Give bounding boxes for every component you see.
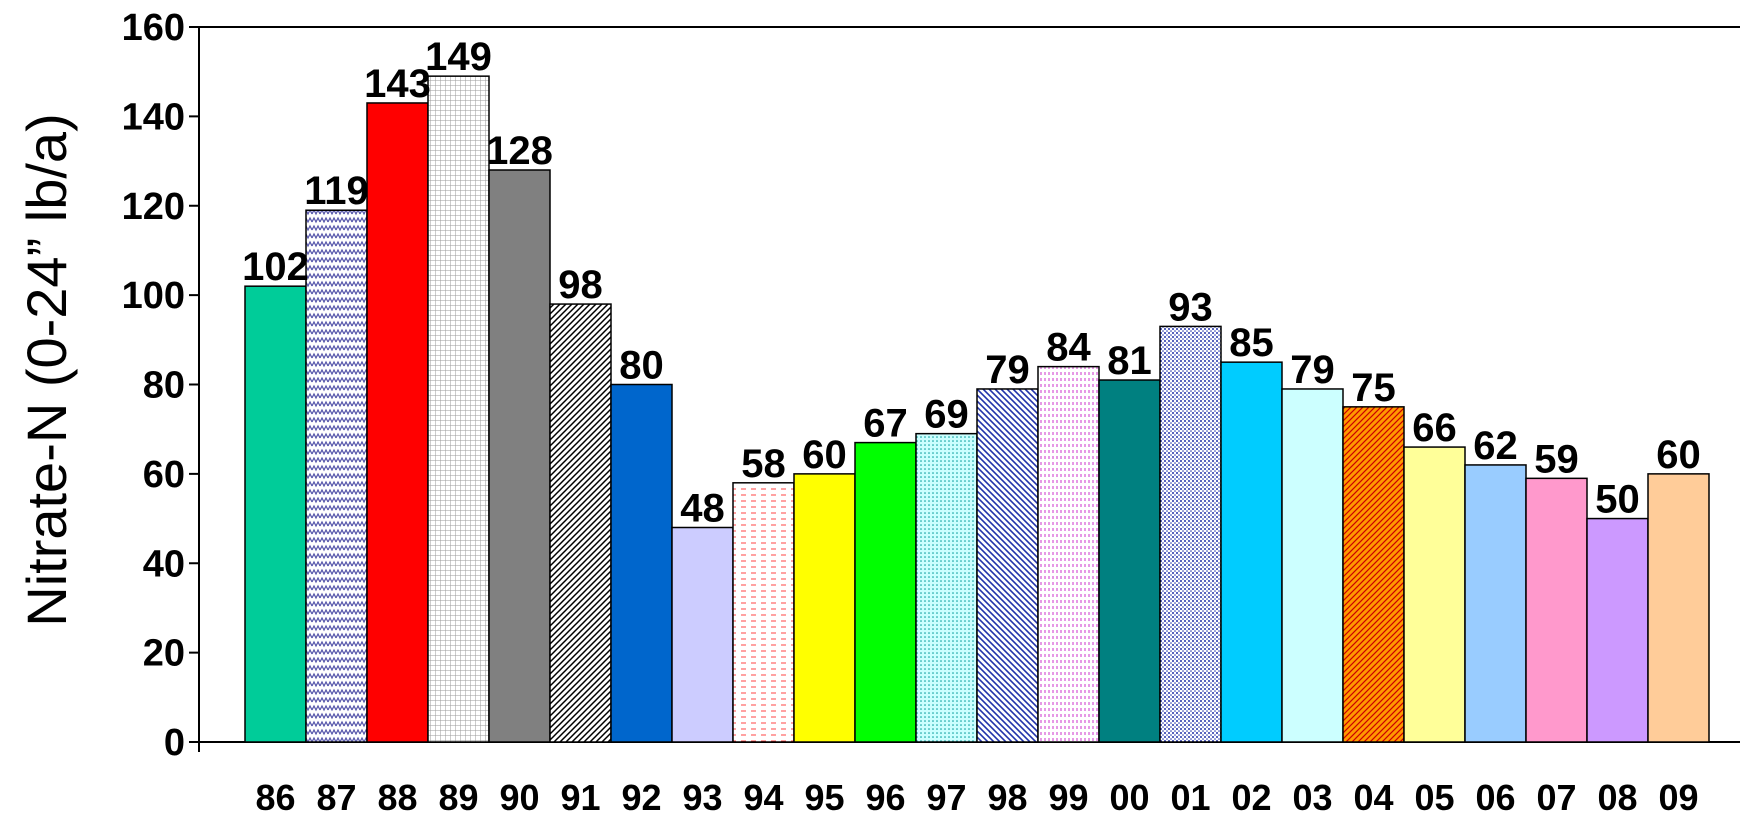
- data-label-07: 59: [1534, 437, 1579, 481]
- x-tick-label: 95: [804, 777, 844, 818]
- x-tick-label: 87: [316, 777, 356, 818]
- bar-06: [1464, 464, 1527, 743]
- data-label-86: 102: [242, 245, 309, 289]
- x-tick-label: 06: [1475, 777, 1515, 818]
- x-tick-label: 90: [499, 777, 539, 818]
- x-tick-label: 86: [255, 777, 295, 818]
- y-tick-label: 160: [122, 7, 185, 49]
- data-label-87: 119: [304, 169, 369, 213]
- y-tick-label: 100: [122, 275, 185, 317]
- x-tick-label: 00: [1109, 777, 1149, 818]
- bar-03: [1281, 388, 1344, 743]
- data-label-89: 149: [425, 35, 492, 79]
- x-tick-label: 09: [1658, 777, 1698, 818]
- bar-99: [1037, 365, 1100, 743]
- data-label-92: 80: [619, 344, 664, 388]
- data-label-90: 128: [486, 129, 553, 173]
- x-tick-label: 03: [1292, 777, 1332, 818]
- data-label-95: 60: [802, 433, 847, 477]
- x-tick-label: 88: [377, 777, 417, 818]
- bar-97: [915, 432, 978, 743]
- data-labels-group: 102 86 119 87 143 88 149 89 128 90 98 91 80 92 48 93 58 9…: [242, 35, 1701, 818]
- data-label-97: 69: [924, 393, 969, 437]
- x-tick-label: 01: [1170, 777, 1210, 818]
- y-tick-label: 140: [122, 96, 185, 138]
- y-tick-label: 20: [143, 633, 185, 675]
- data-label-96: 67: [863, 402, 908, 446]
- data-label-93: 48: [680, 487, 725, 531]
- data-label-03: 79: [1290, 348, 1335, 392]
- bars-group: [244, 75, 1710, 743]
- bar-93: [671, 526, 734, 743]
- data-label-99: 84: [1046, 326, 1091, 370]
- data-label-04: 75: [1351, 366, 1396, 410]
- axes: 0 20 40 60 80 100 120 140 160: [122, 7, 1740, 764]
- bar-89: [427, 75, 490, 743]
- y-tick-label: 120: [122, 186, 185, 228]
- x-tick-label: 02: [1231, 777, 1271, 818]
- x-tick-label: 94: [743, 777, 783, 818]
- data-label-98: 79: [985, 348, 1030, 392]
- x-tick-label: 04: [1353, 777, 1393, 818]
- x-tick-label: 92: [621, 777, 661, 818]
- x-tick-label: 97: [926, 777, 966, 818]
- bar-92: [610, 383, 673, 743]
- data-label-94: 58: [741, 442, 786, 486]
- bar-05: [1403, 446, 1466, 743]
- x-tick-label: 98: [987, 777, 1027, 818]
- data-label-08: 50: [1595, 478, 1640, 522]
- x-tick-label: 07: [1536, 777, 1576, 818]
- bar-09: [1647, 473, 1710, 743]
- bar-86: [244, 285, 307, 743]
- bar-95: [793, 473, 856, 743]
- bar-88: [366, 102, 429, 743]
- data-label-00: 81: [1107, 339, 1152, 383]
- x-tick-label: 08: [1597, 777, 1637, 818]
- bar-94: [732, 482, 795, 743]
- data-label-09: 60: [1656, 433, 1701, 477]
- y-tick-label: 80: [143, 365, 185, 407]
- x-tick-label: 99: [1048, 777, 1088, 818]
- x-tick-label: 96: [865, 777, 905, 818]
- bar-87: [305, 209, 368, 743]
- y-axis-title: Nitrate-N (0-24” lb/a): [15, 113, 78, 626]
- data-label-05: 66: [1412, 406, 1457, 450]
- y-tick-label: 0: [164, 722, 185, 764]
- data-label-06: 62: [1473, 424, 1518, 468]
- data-label-01: 93: [1168, 285, 1213, 329]
- data-label-02: 85: [1229, 321, 1274, 365]
- bar-98: [976, 388, 1039, 743]
- x-tick-label: 91: [560, 777, 600, 818]
- bar-04: [1342, 406, 1405, 743]
- y-tick-label: 40: [143, 543, 185, 585]
- bar-08: [1586, 517, 1649, 743]
- bar-96: [854, 441, 917, 743]
- bar-01: [1159, 325, 1222, 743]
- bar-07: [1525, 477, 1588, 743]
- x-tick-label: 89: [438, 777, 478, 818]
- data-label-88: 143: [364, 62, 431, 106]
- bar-90: [488, 169, 551, 743]
- bar-00: [1098, 379, 1161, 743]
- bar-91: [549, 303, 612, 743]
- x-tick-label: 05: [1414, 777, 1454, 818]
- y-tick-label: 60: [143, 454, 185, 496]
- data-label-91: 98: [558, 263, 603, 307]
- bar-02: [1220, 361, 1283, 743]
- x-tick-label: 93: [682, 777, 722, 818]
